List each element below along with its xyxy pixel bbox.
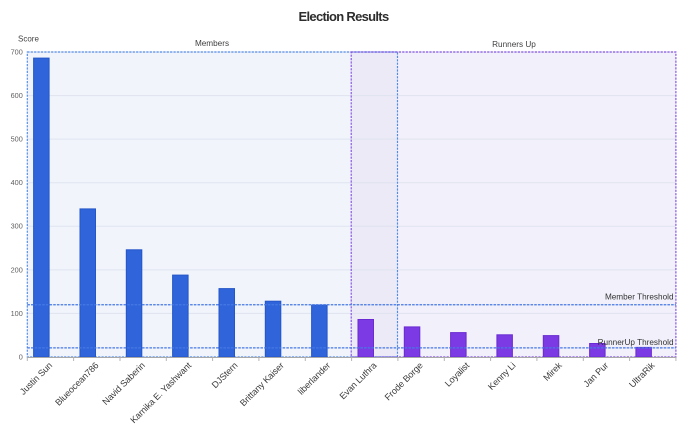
svg-text:600: 600 xyxy=(11,91,23,100)
svg-text:Member Threshold: Member Threshold xyxy=(605,293,674,302)
svg-text:Election Results: Election Results xyxy=(299,9,389,24)
svg-text:300: 300 xyxy=(11,222,23,231)
svg-text:200: 200 xyxy=(11,265,23,274)
svg-text:Score: Score xyxy=(18,35,39,44)
svg-text:Runners Up: Runners Up xyxy=(492,40,536,49)
svg-text:Members: Members xyxy=(195,39,229,48)
svg-text:0: 0 xyxy=(19,352,23,361)
svg-text:400: 400 xyxy=(11,178,23,187)
svg-text:700: 700 xyxy=(11,47,23,56)
svg-text:100: 100 xyxy=(11,309,23,318)
svg-text:500: 500 xyxy=(11,135,23,144)
svg-text:RunnerUp Threshold: RunnerUp Threshold xyxy=(598,338,674,347)
